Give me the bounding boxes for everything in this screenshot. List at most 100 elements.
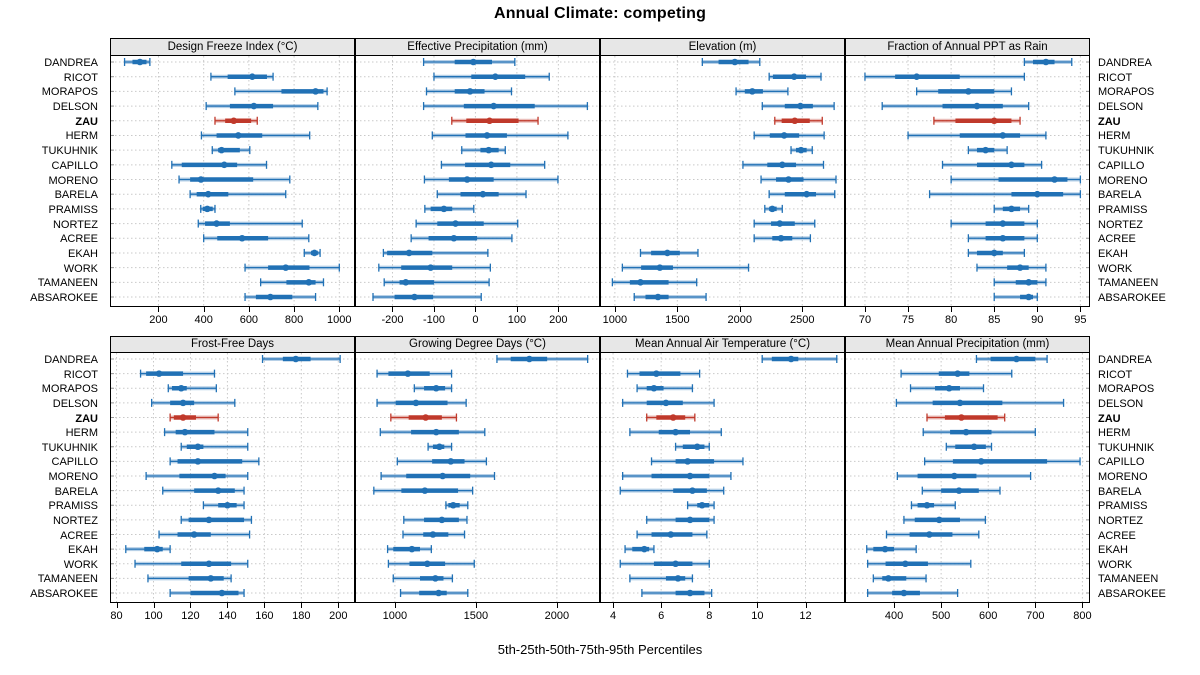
median-dot <box>1025 279 1032 286</box>
percentile-series-ricot <box>433 72 550 81</box>
x-tick-label: 1000 <box>327 314 352 326</box>
x-tick-label: 160 <box>255 610 274 622</box>
percentile-series-absarokee <box>641 589 713 597</box>
percentile-series-moreno <box>423 175 559 184</box>
percentile-series-capillo <box>941 160 1043 169</box>
panel: Mean Annual Precipitation (mm) 400 500 600 7… <box>845 336 1092 630</box>
panel: Growing Degree Days (°C) 1000 1500 2000 <box>355 336 600 630</box>
percentile-series-barela <box>189 190 287 199</box>
percentile-series-barela <box>928 190 1082 199</box>
x-tick-mark <box>805 603 807 608</box>
percentile-series-morapos <box>909 384 985 393</box>
site-label: PRAMISS <box>48 203 98 216</box>
site-label: EKAH <box>68 544 98 557</box>
median-dot <box>203 205 211 213</box>
median-dot <box>408 545 416 553</box>
site-label: MORENO <box>1098 174 1148 187</box>
x-tick-label: 140 <box>218 610 237 622</box>
median-dot <box>179 399 187 407</box>
percentile-series-moreno <box>896 472 1032 480</box>
median-dot <box>881 545 889 553</box>
panel-x-axis: 80 100 120 140 160 180 200 <box>110 603 355 627</box>
median-dot <box>492 73 499 80</box>
site-label: CAPILLO <box>51 456 98 469</box>
median-dot <box>250 102 258 110</box>
median-dot <box>768 205 776 213</box>
median-dot <box>982 146 989 154</box>
x-tick-label: 10 <box>751 610 764 622</box>
panel-canvas <box>846 56 1089 306</box>
x-tick-mark <box>1037 307 1039 312</box>
percentile-series-nortez <box>415 219 519 228</box>
site-label: ABSAROKEE <box>30 292 98 304</box>
median-dot <box>731 58 739 66</box>
panel-x-axis: -200 -100 0 100 200 <box>355 307 600 331</box>
site-label: MORAPOS <box>41 383 98 396</box>
median-dot <box>999 220 1007 227</box>
percentile-series-moreno <box>760 175 837 184</box>
percentile-series-morapos <box>234 87 328 96</box>
site-label: ABSAROKEE <box>30 588 98 600</box>
site-label: ACREE <box>60 233 98 246</box>
percentile-series-herm <box>431 131 569 140</box>
percentile-series-ekah <box>386 545 432 554</box>
percentile-series-moreno <box>178 175 291 184</box>
x-tick-mark <box>394 603 396 608</box>
x-tick-mark <box>908 307 910 312</box>
x-tick-label: 70 <box>858 314 872 326</box>
x-tick-label: 1500 <box>665 314 690 326</box>
percentile-series-acree <box>967 234 1038 243</box>
percentile-series-capillo <box>650 457 744 466</box>
x-tick-mark <box>661 603 663 608</box>
site-label: RICOT <box>1098 71 1133 84</box>
site-label: ACREE <box>1098 233 1136 246</box>
percentile-series-pramiss <box>910 501 956 510</box>
site-label: CAPILLO <box>1098 456 1145 469</box>
x-tick-label: 0 <box>472 314 479 326</box>
percentile-caption: 5th-25th-50th-75th-95th Percentiles <box>497 642 703 657</box>
percentile-series-delson <box>205 102 319 111</box>
median-dot <box>490 102 497 110</box>
panel-strip: Design Freeze Index (°C) <box>110 38 355 56</box>
median-dot <box>650 384 658 392</box>
median-dot <box>913 73 920 80</box>
x-tick-mark <box>739 307 741 312</box>
percentile-series-tamaneen <box>147 574 232 583</box>
x-tick-mark <box>248 307 250 312</box>
median-dot <box>900 589 908 597</box>
median-dot <box>282 264 290 271</box>
median-dot <box>312 88 319 95</box>
median-dot <box>427 264 434 271</box>
percentile-series-delson <box>376 398 467 407</box>
percentile-series-delson <box>881 102 1030 111</box>
site-label: NORTEZ <box>52 514 98 527</box>
median-dot <box>412 399 420 407</box>
site-label: HERM <box>65 427 98 440</box>
median-dot <box>1008 205 1015 213</box>
x-tick-label: 75 <box>901 314 915 326</box>
percentile-series-tamaneen <box>259 278 325 287</box>
percentile-series-ekah <box>639 248 699 257</box>
percentile-series-barela <box>768 190 836 199</box>
site-label: TUKUHNIK <box>1098 145 1155 158</box>
median-dot <box>777 234 785 242</box>
x-tick-mark <box>153 603 155 608</box>
site-label: DANDREA <box>1098 354 1152 366</box>
site-label: RICOT <box>63 368 98 381</box>
x-tick-mark <box>677 307 679 312</box>
x-tick-mark <box>709 603 711 608</box>
median-dot <box>177 384 185 392</box>
median-dot <box>404 370 412 377</box>
x-tick-label: 1500 <box>463 610 489 622</box>
percentile-series-tamaneen <box>611 278 698 287</box>
median-dot <box>230 117 238 125</box>
panel-canvas <box>111 353 354 602</box>
x-tick-mark <box>894 603 896 608</box>
panel-x-axis: 1000 1500 2000 2500 <box>600 307 845 331</box>
site-label: ZAU <box>75 115 98 128</box>
percentile-series-work <box>244 263 340 272</box>
percentile-series-morapos <box>413 384 453 393</box>
x-tick-label: 400 <box>194 314 213 326</box>
site-label: WORK <box>1098 558 1133 571</box>
x-tick-mark <box>558 307 560 312</box>
